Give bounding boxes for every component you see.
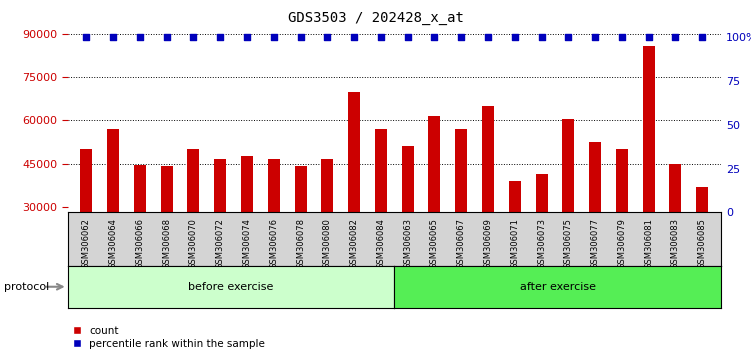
Point (188, 34, 200, 40)
Bar (616, 149, 628, 293)
Text: GSM306064: GSM306064 (109, 218, 118, 269)
Bar (80, 149, 92, 293)
Point (134, 34, 146, 40)
Text: GDS3503 / 202428_x_at: GDS3503 / 202428_x_at (288, 11, 463, 25)
Point (616, 34, 628, 40)
Bar (214, 159, 226, 293)
Point (321, 34, 333, 40)
Bar (134, 165, 146, 293)
Text: GSM306068: GSM306068 (162, 218, 171, 269)
Bar (669, 164, 681, 293)
Text: GSM306083: GSM306083 (671, 218, 680, 269)
Text: GSM306073: GSM306073 (537, 218, 546, 269)
Text: GSM306062: GSM306062 (82, 218, 91, 269)
Point (508, 34, 520, 40)
Text: protocol: protocol (4, 282, 49, 292)
Point (375, 34, 387, 40)
Text: GSM306084: GSM306084 (376, 218, 385, 269)
Point (535, 34, 547, 40)
Text: GSM306076: GSM306076 (270, 218, 279, 269)
Point (161, 34, 173, 40)
Bar (455, 129, 467, 293)
Point (455, 34, 467, 40)
Text: GSM306070: GSM306070 (189, 218, 198, 269)
Point (268, 34, 280, 40)
Bar (161, 166, 173, 293)
Point (294, 34, 306, 40)
Text: before exercise: before exercise (189, 282, 273, 292)
Text: GSM306065: GSM306065 (430, 218, 439, 269)
Bar (188, 149, 200, 293)
Text: GSM306080: GSM306080 (323, 218, 332, 269)
Bar (428, 116, 441, 293)
Text: GSM306066: GSM306066 (135, 218, 144, 269)
Text: GSM306075: GSM306075 (564, 218, 573, 269)
Text: GSM306063: GSM306063 (403, 218, 412, 269)
Bar (321, 159, 333, 293)
Point (214, 34, 226, 40)
Point (80, 34, 92, 40)
Bar (348, 92, 360, 293)
Point (562, 34, 575, 40)
Legend: count, percentile rank within the sample: count, percentile rank within the sample (73, 326, 265, 349)
Bar (562, 119, 575, 293)
Point (241, 34, 253, 40)
Text: GSM306069: GSM306069 (484, 218, 493, 269)
Bar (535, 173, 547, 293)
Bar (107, 129, 119, 293)
Text: GSM306085: GSM306085 (698, 218, 707, 269)
Bar (482, 106, 494, 293)
Point (402, 34, 414, 40)
Point (428, 34, 440, 40)
Point (696, 34, 708, 40)
Point (643, 34, 655, 40)
Bar (375, 129, 387, 293)
Text: GSM306074: GSM306074 (243, 218, 252, 269)
Point (482, 34, 494, 40)
Text: GSM306081: GSM306081 (644, 218, 653, 269)
Text: GSM306082: GSM306082 (350, 218, 359, 269)
Bar (402, 146, 414, 293)
Text: GSM306079: GSM306079 (617, 218, 626, 269)
Text: GSM306078: GSM306078 (296, 218, 305, 269)
Point (669, 34, 681, 40)
Text: GSM306067: GSM306067 (457, 218, 466, 269)
Bar (696, 187, 708, 293)
Bar (294, 166, 306, 293)
Bar (508, 181, 520, 293)
Text: GSM306077: GSM306077 (590, 218, 599, 269)
Text: GSM306072: GSM306072 (216, 218, 225, 269)
Bar (241, 156, 253, 293)
Bar (589, 142, 601, 293)
Point (348, 34, 360, 40)
Text: after exercise: after exercise (520, 282, 596, 292)
Point (589, 34, 601, 40)
Point (107, 34, 119, 40)
Bar (643, 46, 655, 293)
Bar (268, 159, 280, 293)
Text: GSM306071: GSM306071 (510, 218, 519, 269)
